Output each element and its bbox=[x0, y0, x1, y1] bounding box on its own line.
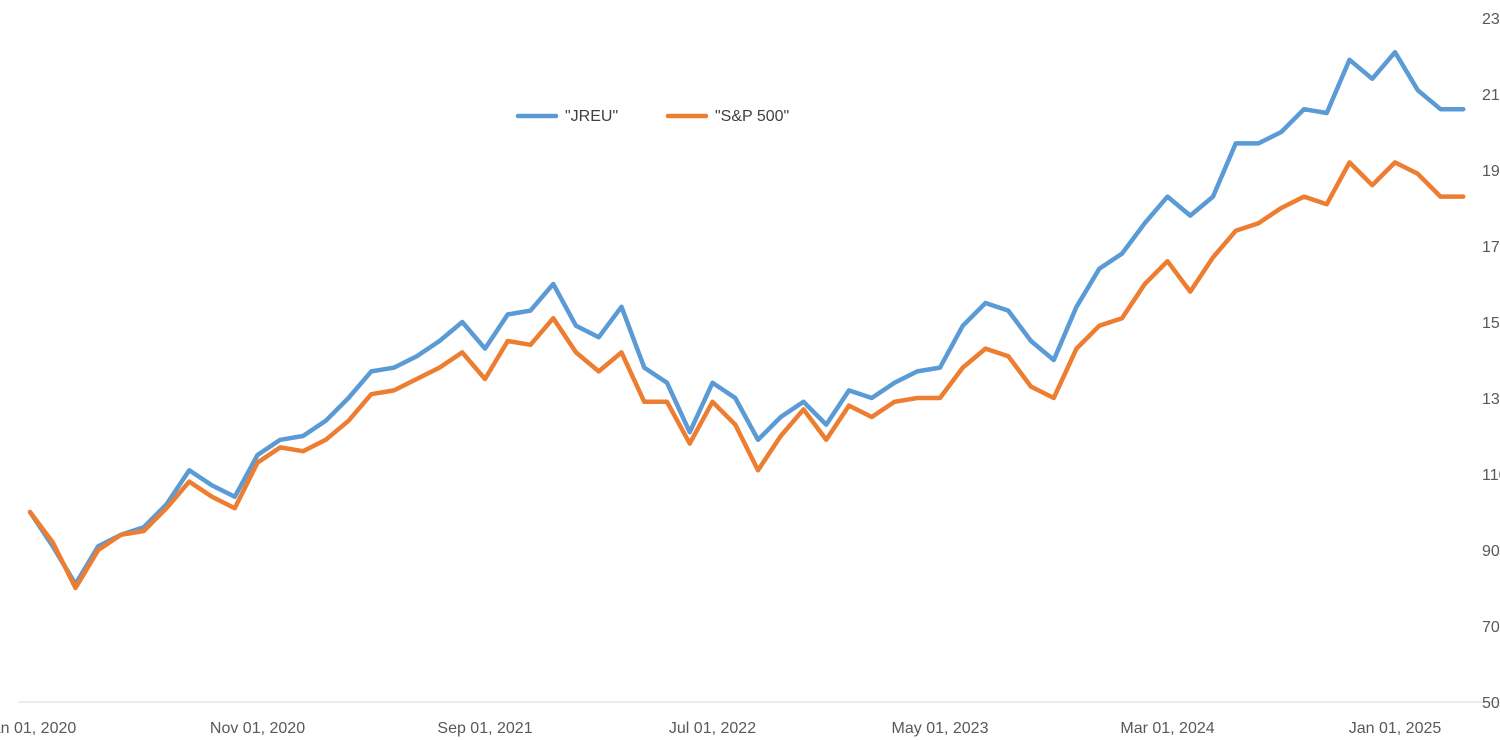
y-tick-label: 70 bbox=[1482, 619, 1500, 636]
series-lines bbox=[27, 49, 1466, 591]
legend-label-1: "S&P 500" bbox=[715, 108, 789, 125]
legend-label-0: "JREU" bbox=[565, 108, 618, 125]
legend: "JREU" "S&P 500" bbox=[515, 108, 789, 125]
y-tick-label: 190 bbox=[1482, 163, 1500, 180]
x-tick-label: Nov 01, 2020 bbox=[210, 720, 305, 737]
y-tick-label: 50 bbox=[1482, 695, 1500, 712]
x-tick-label: Sep 01, 2021 bbox=[437, 720, 532, 737]
y-tick-label: 130 bbox=[1482, 391, 1500, 408]
y-tick-label: 210 bbox=[1482, 87, 1500, 104]
series-line-1 bbox=[27, 160, 1466, 591]
y-tick-label: 90 bbox=[1482, 543, 1500, 560]
y-tick-label: 110 bbox=[1482, 467, 1500, 484]
x-tick-label: Jan 01, 2025 bbox=[1349, 720, 1442, 737]
y-tick-label: 170 bbox=[1482, 239, 1500, 256]
series-line-0 bbox=[27, 49, 1466, 587]
x-tick-label: Jan 01, 2020 bbox=[0, 720, 76, 737]
x-axis-tick-labels: Jan 01, 2020 Nov 01, 2020 Sep 01, 2021 Jul … bbox=[0, 720, 1441, 737]
x-tick-label: May 01, 2023 bbox=[892, 720, 989, 737]
y-axis-tick-labels: 50 70 90 110 130 150 170 190 210 230 bbox=[1482, 11, 1500, 712]
x-tick-label: Mar 01, 2024 bbox=[1120, 720, 1214, 737]
y-tick-label: 150 bbox=[1482, 315, 1500, 332]
y-tick-label: 230 bbox=[1482, 11, 1500, 28]
x-tick-label: Jul 01, 2022 bbox=[669, 720, 756, 737]
